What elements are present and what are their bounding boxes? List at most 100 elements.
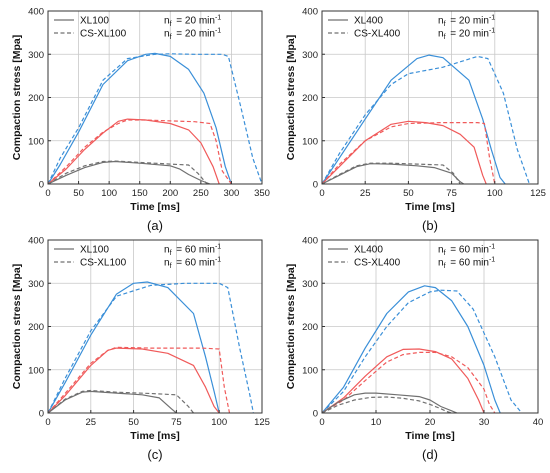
y-tick-label: 300 [28,279,44,290]
legend: XL100 nf = 20 min-1 CS-XL100 nf = 20 min-1 [54,15,221,41]
series-line-4-dashed [321,351,496,414]
x-tick-label: 0 [45,417,50,428]
legend-param: nf = 60 min-1 [438,257,495,271]
legend-param: nf = 20 min-1 [438,28,495,42]
chart-panel-1: 0 50 100 150 200 250 300 350 0 100 200 300 400 Time [… [11,7,270,234]
legend-param-superscript: -1 [489,257,495,264]
y-tick-label: 200 [28,93,44,104]
x-tick-label: 300 [223,188,239,199]
x-tick-label: 100 [211,417,227,428]
series-line-3-solid [47,118,220,185]
y-tick-label: 400 [28,7,44,18]
y-tick-label: 0 [39,409,44,420]
x-tick-label: 125 [530,188,546,199]
series-line-1-solid [321,285,501,414]
y-tick-label: 400 [302,236,318,247]
legend-param-value: = 60 min [174,245,215,256]
legend-param-subscript: f [444,34,446,41]
legend-param: nf = 60 min-1 [164,257,221,271]
legend-param-value: = 60 min [174,258,215,269]
legend-param-subscript: f [444,263,446,270]
series-line-3-solid [321,348,485,414]
legend-param-value: = 20 min [448,16,489,27]
legend: XL100 nf = 60 min-1 CS-XL100 nf = 60 min-1 [54,244,221,271]
legend-param-superscript: -1 [215,244,221,251]
legend-param-value: = 20 min [174,29,215,40]
legend-param-superscript: -1 [489,28,495,35]
legend-param-symbol: n [164,258,170,269]
legend-param-value: = 20 min [174,16,215,27]
panel-label: (a) [147,218,163,233]
legend-label: CS-XL100 [80,29,127,40]
legend-label: CS-XL400 [354,29,401,40]
legend-param-subscript: f [444,250,446,257]
panel-label: (d) [422,447,438,462]
x-tick-label: 350 [254,188,270,199]
legend-label: CS-XL400 [354,258,401,269]
legend-param-subscript: f [444,21,446,28]
legend-label: CS-XL100 [80,258,127,269]
legend-param-symbol: n [438,245,444,256]
legend-param-superscript: -1 [489,15,495,22]
panel-label: (c) [147,447,162,462]
series-line-5-solid [321,392,458,414]
legend-param-superscript: -1 [215,28,221,35]
y-tick-label: 300 [28,50,44,61]
series-line-6-dashed [321,396,452,414]
x-tick-label: 100 [487,188,503,199]
legend: XL400 nf = 60 min-1 CS-XL400 nf = 60 min-1 [328,244,495,271]
legend-param-subscript: f [170,250,172,257]
legend-param-symbol: n [164,29,170,40]
x-axis-label: Time [ms] [405,430,454,442]
x-axis-label: Time [ms] [405,201,454,213]
legend-param-subscript: f [170,34,172,41]
x-tick-label: 75 [171,417,182,428]
legend-param-symbol: n [164,245,170,256]
x-tick-label: 50 [73,188,84,199]
legend-label: XL100 [80,245,109,256]
x-axis-label: Time [ms] [130,201,179,213]
legend-param-symbol: n [438,16,444,27]
series-line-6-dashed [47,389,194,414]
series-line-3-solid [47,347,220,414]
series-line-3-solid [321,120,487,185]
y-tick-label: 0 [313,180,318,191]
x-tick-label: 50 [403,188,414,199]
legend-param-superscript: -1 [215,257,221,264]
x-tick-label: 10 [371,417,382,428]
legend-param-subscript: f [170,263,172,270]
x-tick-label: 250 [193,188,209,199]
y-tick-label: 0 [39,180,44,191]
chart-panel-3: 0 25 50 75 100 125 0 100 200 300 400 Time [ms] Compa… [11,236,270,463]
legend-param-subscript: f [170,21,172,28]
y-axis-label: Compaction stress [Mpa] [11,35,23,160]
y-axis-label: Compaction stress [Mpa] [285,35,297,160]
legend-param-value: = 60 min [448,245,489,256]
panel-label: (b) [422,218,438,233]
legend-param-value: = 20 min [448,29,489,40]
legend-label: XL400 [354,245,383,256]
y-tick-label: 200 [302,322,318,333]
x-tick-label: 0 [45,188,50,199]
series-line-6-dashed [47,160,208,185]
legend-param: nf = 60 min-1 [164,244,221,258]
series-line-2-dashed [321,55,530,185]
y-tick-label: 0 [313,409,318,420]
x-tick-label: 20 [425,417,436,428]
legend-param-symbol: n [438,258,444,269]
legend-param: nf = 20 min-1 [164,15,221,29]
y-tick-label: 100 [28,365,44,376]
y-tick-label: 400 [28,236,44,247]
x-tick-label: 125 [254,417,270,428]
y-axis-label: Compaction stress [Mpa] [285,264,297,389]
series-line-2-dashed [47,282,254,414]
x-tick-label: 25 [360,188,371,199]
legend-param-superscript: -1 [489,244,495,251]
legend: XL400 nf = 20 min-1 CS-XL400 nf = 20 min-1 [328,15,495,42]
chart-panel-2: 0 25 50 75 100 125 0 100 200 300 400 Time [ms] Compa… [285,7,546,234]
series-line-1-solid [47,52,232,185]
legend-label: XL400 [354,16,383,27]
y-tick-label: 200 [28,322,44,333]
x-tick-label: 30 [479,417,490,428]
x-tick-label: 200 [162,188,178,199]
